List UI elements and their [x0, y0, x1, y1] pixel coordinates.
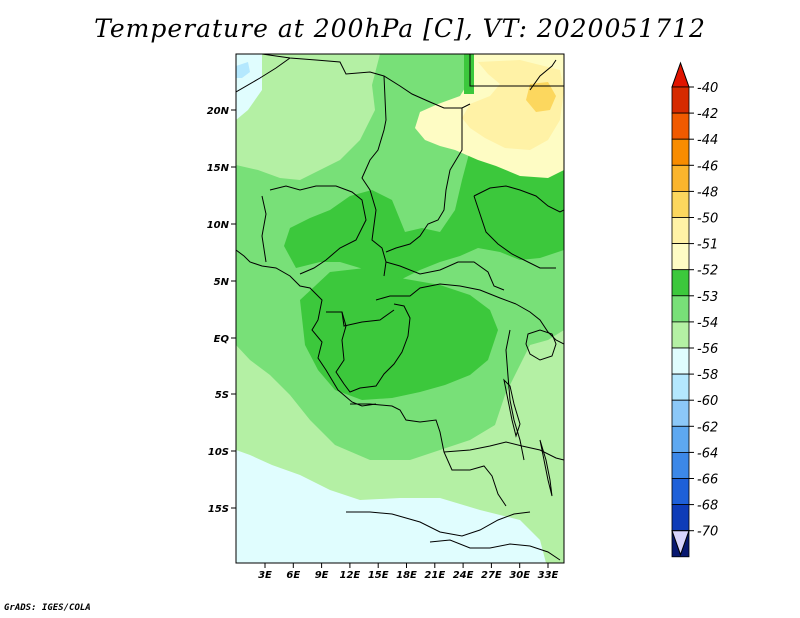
colorbar-label: -62: [697, 420, 718, 435]
border-drc-north: [375, 283, 517, 305]
colorbar-swatch: [671, 164, 690, 192]
colorbar-swatch: [671, 138, 690, 166]
colorbar-label: -51: [697, 238, 718, 253]
colorbar-label: -44: [697, 133, 718, 148]
lon-label: 3E: [258, 570, 272, 581]
colorbar-label: -46: [697, 159, 718, 174]
river-ne: [529, 59, 557, 91]
colorbar-label: -58: [697, 368, 718, 383]
lon-label: 15E: [368, 570, 389, 581]
colorbar-label: -66: [697, 473, 718, 488]
colorbar-swatch: [671, 217, 690, 245]
colorbar-swatch: [671, 295, 690, 323]
colorbar-label: -70: [697, 525, 718, 540]
colorbar-top-triangle: [671, 61, 690, 88]
coastline-west-africa: [236, 249, 377, 407]
colorbar-swatch: [671, 451, 690, 479]
border-rift: [505, 329, 525, 461]
lat-label: EQ: [214, 334, 230, 345]
lat-label: 15N: [207, 163, 230, 174]
colorbar-label: -50: [697, 212, 718, 227]
border-chad-niger: [361, 75, 387, 277]
border-drc-south: [350, 403, 507, 507]
lon-label: 27E: [481, 570, 502, 581]
lon-label: 6E: [286, 570, 300, 581]
lon-label: 24E: [453, 570, 474, 581]
lake-victoria: [525, 329, 557, 361]
field-level-48-50: [462, 60, 564, 150]
colorbar: -40 -42 -44 -46 -48 -50 -51 -52 -53 -54 -56 -58 -60 -…: [671, 61, 718, 558]
colorbar-swatch: [671, 399, 690, 427]
border-car: [385, 261, 505, 291]
colorbar-swatch: [671, 86, 690, 114]
border-congo: [335, 303, 411, 393]
border-south-sudan: [473, 195, 556, 269]
field-level-51-52-congo: [300, 268, 498, 400]
colorbar-swatch: [671, 347, 690, 375]
lat-label: 5S: [215, 390, 229, 401]
lon-label: 21E: [424, 570, 445, 581]
lon-label: 18E: [396, 570, 417, 581]
colorbar-label: -40: [697, 81, 718, 96]
lat-label: 5N: [214, 277, 230, 288]
latitude-axis: 20N 15N 10N 5N EQ 5S 10S 15S: [207, 106, 236, 515]
longitude-axis: 3E 6E 9E 12E 15E 18E 21E 24E 27E 30E 33E: [258, 563, 559, 581]
field-water-patch: [236, 62, 250, 78]
map-title: Temperature at 200hPa [C], VT: 202005171…: [94, 14, 706, 43]
colorbar-swatch: [671, 425, 690, 453]
lake-tanganyika: [503, 378, 521, 438]
border-benin: [261, 195, 267, 263]
colorbar-label: -68: [697, 499, 718, 514]
colorbar-label: -56: [697, 342, 718, 357]
colorbar-label: -42: [697, 107, 718, 122]
colorbar-swatch: [671, 504, 690, 532]
colorbar-label: -53: [697, 290, 718, 305]
coastlines-borders: [236, 54, 564, 561]
lake-malawi: [539, 439, 553, 497]
border-zambia: [443, 441, 564, 461]
colorbar-label: -64: [697, 446, 718, 461]
colorbar-swatch: [671, 373, 690, 401]
colorbar-swatch: [671, 243, 690, 271]
border-sahara-2: [236, 57, 291, 93]
border-angola: [346, 511, 531, 537]
colorbar-swatch: [671, 478, 690, 506]
border-sudan: [385, 108, 463, 253]
lon-label: 12E: [340, 570, 361, 581]
colorbar-swatch: [671, 112, 690, 140]
colorbar-label: -52: [697, 264, 718, 279]
colorbar-label: -54: [697, 316, 718, 331]
lon-label: 33E: [538, 570, 559, 581]
map-fields: [236, 54, 564, 563]
field-level-46-48: [526, 82, 556, 112]
colorbar-swatch: [671, 321, 690, 349]
border-east: [515, 303, 564, 345]
border-south: [429, 539, 561, 561]
border-ethiopia: [473, 185, 564, 213]
border-gabon: [326, 309, 395, 327]
credit-text: GrADS: IGES/COLA: [4, 603, 91, 613]
border-nigeria: [269, 185, 367, 275]
lat-label: 10N: [207, 220, 230, 231]
colorbar-bottom-triangle: [671, 530, 690, 557]
colorbar-swatch: [671, 190, 690, 218]
colorbar-swatch: [671, 269, 690, 297]
colorbar-label: -48: [697, 185, 718, 200]
lat-label: 10S: [208, 447, 229, 458]
colorbar-label: -60: [697, 394, 718, 409]
lon-label: 9E: [315, 570, 329, 581]
lat-label: 15S: [208, 504, 229, 515]
lat-label: 20N: [207, 106, 230, 117]
lon-label: 30E: [509, 570, 530, 581]
field-level-51-52-northeast: [464, 54, 474, 94]
map-frame: [235, 53, 565, 564]
